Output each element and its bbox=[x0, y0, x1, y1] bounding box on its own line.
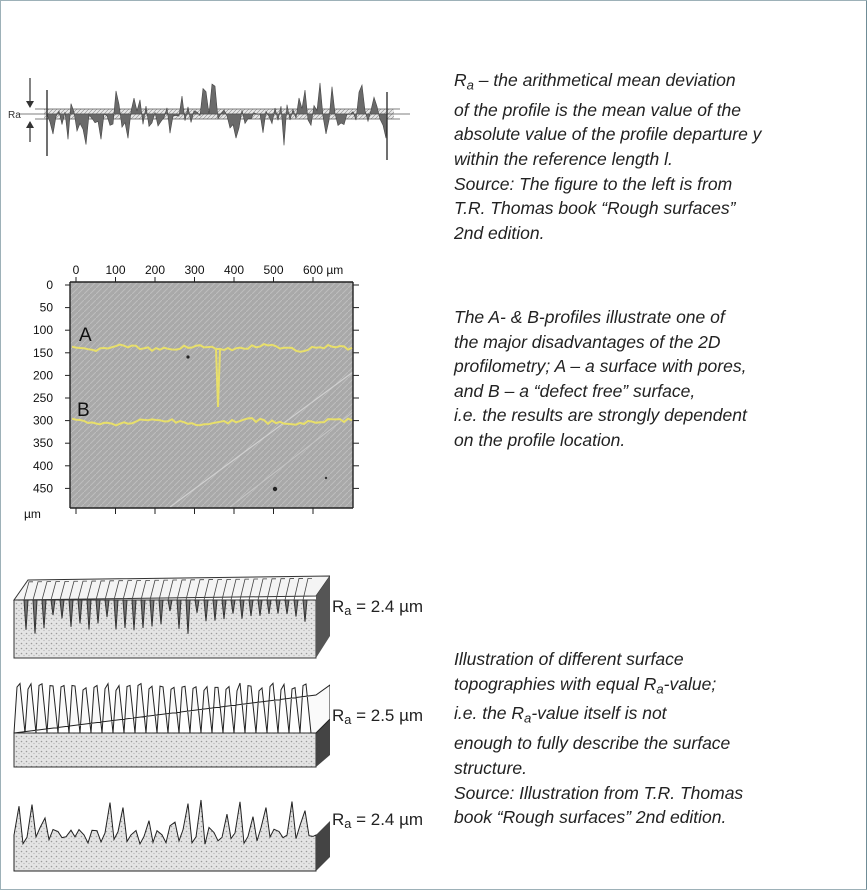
y-tick-label: 150 bbox=[33, 346, 53, 360]
ra-profile-figure: Ra bbox=[8, 78, 410, 160]
profilometry-line-3: profilometry; A – a surface with pores, bbox=[454, 356, 747, 377]
profilometry-line-2: the major disadvantages of the 2D bbox=[454, 331, 721, 352]
topography-line-2: topographies with equal Ra-value; bbox=[454, 672, 743, 702]
topography-line-3-pre: i.e. the R bbox=[454, 703, 525, 724]
profile-b-trace bbox=[71, 417, 353, 427]
x-tick-label: 600 µm bbox=[303, 263, 343, 277]
topography-2-ra-label: Ra = 2.5 µm bbox=[332, 706, 423, 727]
topography-block-2 bbox=[13, 682, 330, 768]
topography-line-7: book “Rough surfaces” 2nd edition. bbox=[454, 807, 727, 828]
x-tick-label: 200 bbox=[145, 263, 165, 277]
topography-3-ra-subscript: a bbox=[344, 816, 352, 832]
topography-3-ra-value: = 2.4 µm bbox=[351, 810, 424, 829]
topography-line-3: i.e. the Ra-value itself is not bbox=[454, 701, 743, 731]
y-tick-label: 100 bbox=[33, 323, 53, 337]
topography-line-5: structure. bbox=[454, 757, 527, 778]
topography-2-ra-subscript: a bbox=[344, 712, 352, 728]
topography-1-ra-value: = 2.4 µm bbox=[351, 597, 424, 616]
x-tick-label: 300 bbox=[184, 263, 204, 277]
ra-definition-line-6: T.R. Thomas book “Rough surfaces” bbox=[454, 198, 736, 219]
topography-line-2-sub: a bbox=[656, 680, 664, 696]
x-tick-label: 0 bbox=[73, 263, 80, 277]
topography-1-ra-subscript: a bbox=[344, 603, 352, 619]
y-tick-label: 400 bbox=[33, 459, 53, 473]
profilometry-text: The A- & B-profiles illustrate one of th… bbox=[454, 305, 747, 453]
topography-line-4: enough to fully describe the surface bbox=[454, 733, 731, 754]
ra-definition-line-2: of the profile is the mean value of the bbox=[454, 99, 741, 120]
ra-definition-line-5: Source: The figure to the left is from bbox=[454, 173, 733, 194]
y-tick-label: 350 bbox=[33, 436, 53, 450]
y-tick-label: 450 bbox=[33, 481, 53, 495]
topography-1-ra-symbol: R bbox=[332, 597, 345, 616]
profile-b-label: B bbox=[77, 400, 90, 421]
topography-1-ra-label: Ra = 2.4 µm bbox=[332, 597, 423, 618]
roughness-profile bbox=[46, 82, 388, 146]
profile-a-trace bbox=[71, 342, 353, 408]
topography-line-3-sub: a bbox=[524, 710, 532, 726]
topography-line-3-post: -value itself is not bbox=[531, 703, 667, 724]
ra-subscript: a bbox=[466, 77, 474, 93]
ra-definition-text: Ra – the arithmetical mean deviation of … bbox=[454, 68, 761, 245]
y-tick-label: 300 bbox=[33, 414, 53, 428]
x-tick-label: 500 bbox=[263, 263, 283, 277]
ra-definition-line-4: within the reference length l. bbox=[454, 149, 673, 170]
y-tick-label: 250 bbox=[33, 391, 53, 405]
ra-definition-line-1-rest: – the arithmetical mean deviation bbox=[473, 70, 736, 90]
ra-definition-line-1: Ra – the arithmetical mean deviation bbox=[454, 68, 761, 98]
ra-definition-line-7: 2nd edition. bbox=[454, 222, 545, 243]
profilometry-line-4: and B – a “defect free” surface, bbox=[454, 380, 696, 401]
topography-block-1 bbox=[13, 575, 330, 659]
x-tick-label: 400 bbox=[224, 263, 244, 277]
topography-text: Illustration of different surface topogr… bbox=[454, 647, 743, 830]
profilometry-line-1: The A- & B-profiles illustrate one of bbox=[454, 307, 725, 327]
topography-line-1: Illustration of different surface bbox=[454, 649, 684, 669]
surface-image bbox=[70, 282, 353, 508]
topography-2-ra-symbol: R bbox=[332, 706, 345, 725]
profile-a-label: A bbox=[79, 325, 92, 346]
profilometry-line-5: i.e. the results are strongly dependent bbox=[454, 405, 747, 426]
topography-2-ra-value: = 2.5 µm bbox=[351, 706, 424, 725]
y-tick-label: 50 bbox=[40, 301, 54, 315]
topography-line-2-post: -value; bbox=[663, 673, 717, 694]
topography-3-ra-label: Ra = 2.4 µm bbox=[332, 810, 423, 831]
profilometry-figure: 0 100 200 300 400 500 600 µm 0 50 100 150 200 250 300… bbox=[24, 263, 359, 521]
y-tick-label: 0 bbox=[46, 278, 53, 292]
topography-line-2-pre: topographies with equal R bbox=[454, 673, 657, 694]
ra-symbol: R bbox=[454, 70, 467, 90]
topography-line-6: Source: Illustration from T.R. Thomas bbox=[454, 782, 744, 803]
x-tick-label: 100 bbox=[105, 263, 125, 277]
topography-3-ra-symbol: R bbox=[332, 810, 345, 829]
ra-mark: Ra bbox=[8, 110, 21, 121]
ra-definition-line-3: absolute value of the profile departure … bbox=[454, 124, 762, 145]
profilometry-line-6: on the profile location. bbox=[454, 429, 626, 450]
topography-block-3 bbox=[13, 799, 330, 872]
y-axis-unit: µm bbox=[24, 507, 41, 521]
y-tick-label: 200 bbox=[33, 368, 53, 382]
